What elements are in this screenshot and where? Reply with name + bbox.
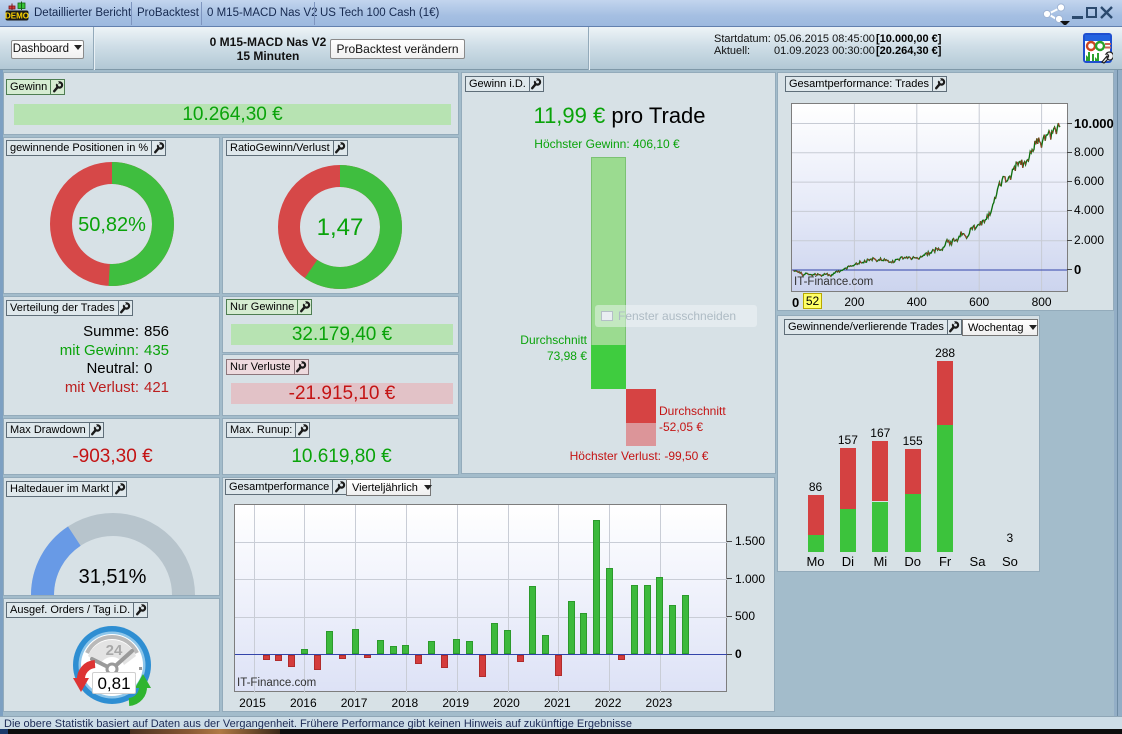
svg-text:DEMO: DEMO xyxy=(5,12,29,21)
svg-text:24: 24 xyxy=(106,642,123,659)
svg-text:1,47: 1,47 xyxy=(317,214,364,241)
svg-text:50,82%: 50,82% xyxy=(78,214,146,236)
